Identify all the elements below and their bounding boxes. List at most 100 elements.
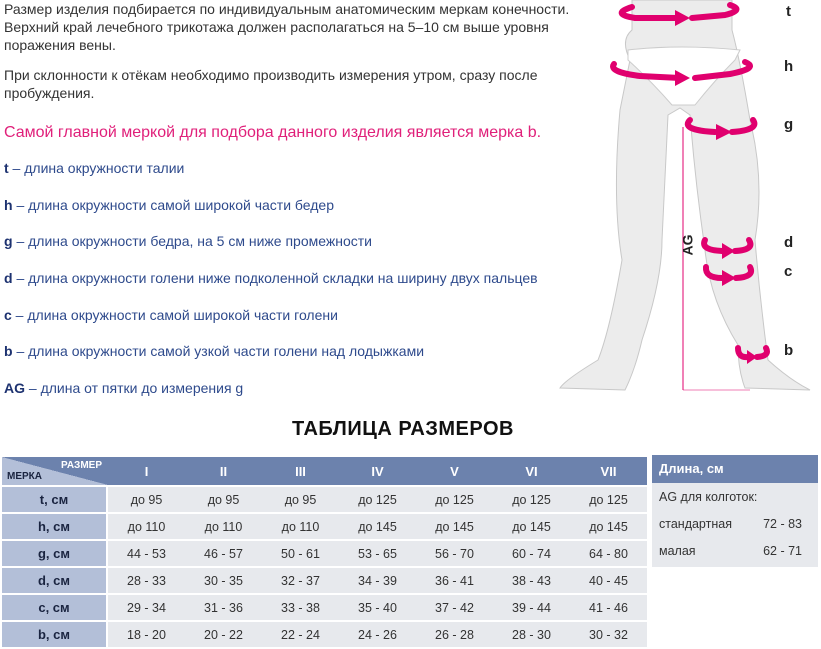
corner-cell: РАЗМЕР МЕРКА	[2, 457, 108, 485]
length-row: малая 62 - 71	[652, 538, 818, 565]
size-header: III	[262, 457, 339, 485]
table-cell: до 110	[262, 514, 339, 539]
table-cell: 34 - 39	[339, 568, 416, 593]
table-cell: 37 - 42	[416, 595, 493, 620]
main-note: Самой главной меркой для подбора данного…	[4, 124, 542, 141]
size-header: VII	[570, 457, 647, 485]
table-row: t, см до 95 до 95 до 95 до 125 до 125 до 125 до…	[2, 487, 647, 512]
definition-item: g – длина окружности бедра, на 5 см ниже…	[4, 233, 538, 270]
table-cell: 32 - 37	[262, 568, 339, 593]
table-cell: 26 - 28	[416, 622, 493, 647]
table-cell: 38 - 43	[493, 568, 570, 593]
table-cell: 28 - 33	[108, 568, 185, 593]
table-cell: до 145	[339, 514, 416, 539]
definition-item: AG – длина от пятки до измерения g	[4, 380, 538, 417]
definition-key: h	[4, 196, 13, 213]
definition-text: – длина окружности голени ниже подколенн…	[12, 270, 538, 287]
table-cell: 22 - 24	[262, 622, 339, 647]
table-cell: 50 - 61	[262, 541, 339, 566]
table-cell: 41 - 46	[570, 595, 647, 620]
size-header: IV	[339, 457, 416, 485]
definition-text: – длина окружности бедра, на 5 см ниже п…	[12, 233, 372, 250]
leg-illustration	[559, 0, 811, 391]
row-label: d, см	[2, 568, 108, 593]
length-value: 62 - 71	[763, 544, 802, 558]
table-cell: 36 - 41	[416, 568, 493, 593]
definition-key: d	[4, 270, 13, 287]
table-row: d, см 28 - 33 30 - 35 32 - 37 34 - 39 36 - 41…	[2, 568, 647, 593]
table-cell: 46 - 57	[185, 541, 262, 566]
table-cell: до 125	[416, 487, 493, 512]
label-h: h	[784, 58, 794, 75]
label-d: d	[784, 234, 794, 251]
size-header: VI	[493, 457, 570, 485]
definition-item: t – длина окружности талии	[4, 160, 538, 197]
table-cell: до 125	[339, 487, 416, 512]
table-cell: до 125	[493, 487, 570, 512]
definition-text: – длина окружности самой широкой части б…	[12, 196, 334, 213]
table-cell: до 145	[493, 514, 570, 539]
table-cell: 44 - 53	[108, 541, 185, 566]
definition-item: d – длина окружности голени ниже подколе…	[4, 270, 538, 307]
definition-key: t	[4, 160, 9, 176]
table-cell: до 110	[185, 514, 262, 539]
row-label: c, см	[2, 595, 108, 620]
length-label: стандартная	[659, 517, 732, 531]
table-cell: 33 - 38	[262, 595, 339, 620]
table-cell: до 95	[185, 487, 262, 512]
row-label: g, см	[2, 541, 108, 566]
definition-text: – длина окружности самой широкой части г…	[11, 306, 338, 323]
definition-key: AG	[4, 380, 25, 397]
length-label: малая	[659, 544, 696, 558]
size-table: РАЗМЕР МЕРКА I II III IV V VI VII t, см до 95 до 9…	[2, 455, 647, 649]
table-row: h, см до 110 до 110 до 110 до 145 до 145 до 14…	[2, 514, 647, 539]
table-cell: 56 - 70	[416, 541, 493, 566]
table-cell: 39 - 44	[493, 595, 570, 620]
definition-text: – длина от пятки до измерения g	[25, 380, 244, 397]
label-b: b	[784, 342, 794, 359]
table-cell: до 110	[108, 514, 185, 539]
definition-key: b	[4, 343, 13, 360]
table-cell: 20 - 22	[185, 622, 262, 647]
table-cell: до 95	[108, 487, 185, 512]
corner-measure-label: МЕРКА	[7, 471, 42, 482]
length-value: 72 - 83	[763, 517, 802, 531]
label-c: c	[784, 263, 793, 280]
length-panel: Длина, см AG для колготок: стандартная 72…	[652, 455, 818, 567]
table-cell: до 125	[570, 487, 647, 512]
corner-size-label: РАЗМЕР	[61, 460, 102, 471]
table-cell: 18 - 20	[108, 622, 185, 647]
length-subtitle: AG для колготок:	[659, 490, 758, 504]
row-label: b, см	[2, 622, 108, 647]
definition-text: – длина окружности самой узкой части гол…	[12, 343, 425, 360]
table-cell: 40 - 45	[570, 568, 647, 593]
table-cell: 30 - 35	[185, 568, 262, 593]
label-t: t	[786, 3, 791, 20]
label-g: g	[784, 116, 794, 133]
table-cell: до 95	[262, 487, 339, 512]
table-row: c, см 29 - 34 31 - 36 33 - 38 35 - 40 37 - 42…	[2, 595, 647, 620]
definition-key: g	[4, 233, 13, 250]
table-cell: до 145	[416, 514, 493, 539]
table-row: b, см 18 - 20 20 - 22 22 - 24 24 - 26 26 - 28…	[2, 622, 647, 647]
table-cell: 35 - 40	[339, 595, 416, 620]
size-header: II	[185, 457, 262, 485]
table-cell: 28 - 30	[493, 622, 570, 647]
definition-text: – длина окружности талии	[8, 160, 185, 176]
length-row: стандартная 72 - 83	[652, 511, 818, 538]
table-cell: 30 - 32	[570, 622, 647, 647]
table-cell: до 145	[570, 514, 647, 539]
table-row: g, см 44 - 53 46 - 57 50 - 61 53 - 65 56 - 70…	[2, 541, 647, 566]
size-header: V	[416, 457, 493, 485]
intro-paragraph: Размер изделия подбирается по индивидуал…	[4, 1, 570, 53]
definition-item: c – длина окружности самой широкой части…	[4, 307, 538, 344]
size-header: I	[108, 457, 185, 485]
table-cell: 31 - 36	[185, 595, 262, 620]
row-label: h, см	[2, 514, 108, 539]
intro-paragraph: При склонности к отёкам необходимо произ…	[4, 67, 538, 101]
intro-text: Размер изделия подбирается по индивидуал…	[4, 0, 604, 114]
table-cell: 53 - 65	[339, 541, 416, 566]
definition-item: h – длина окружности самой широкой части…	[4, 197, 538, 234]
table-cell: 24 - 26	[339, 622, 416, 647]
definitions-list: t – длина окружности талии h – длина окру…	[4, 160, 538, 417]
